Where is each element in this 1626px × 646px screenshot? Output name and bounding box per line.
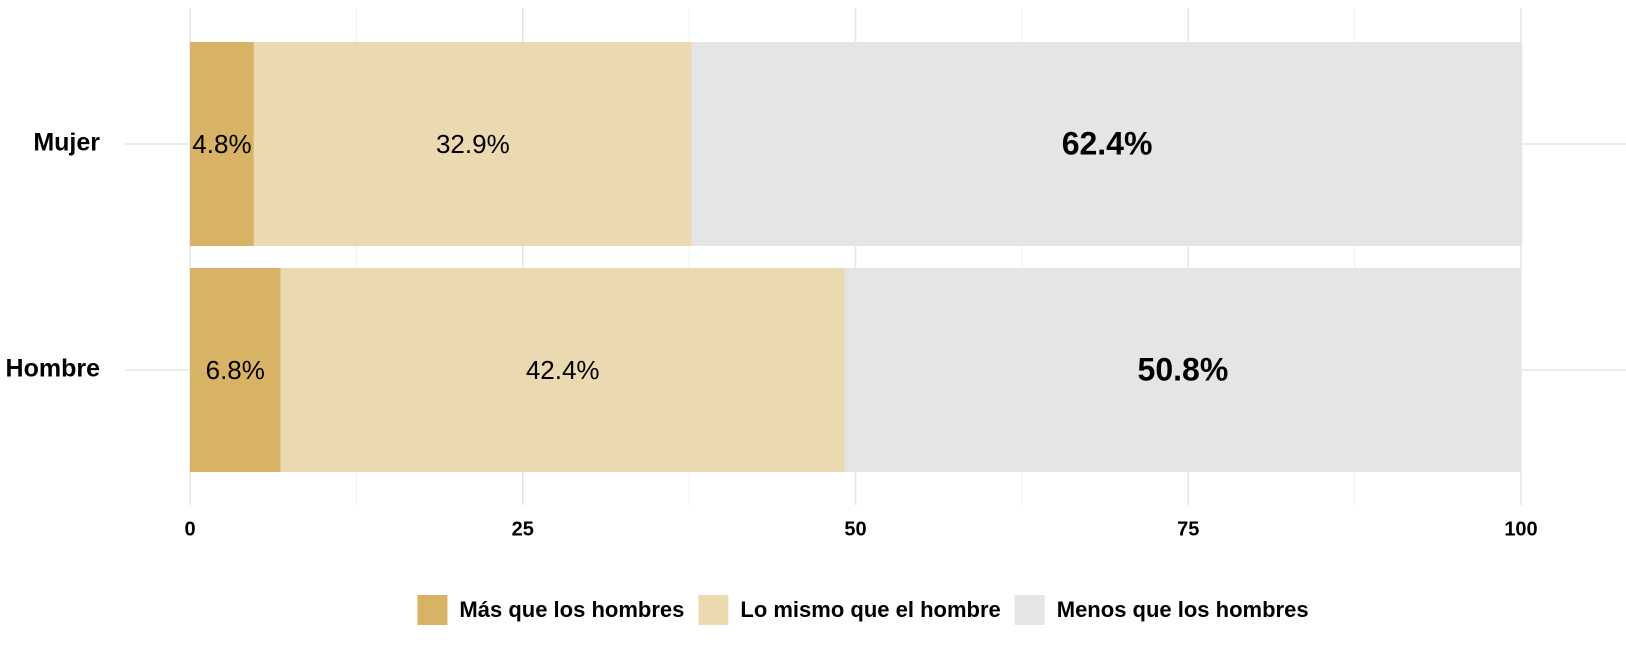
x-tick-label: 50 <box>844 518 866 540</box>
bar-segment <box>844 268 1521 472</box>
value-label: 6.8% <box>206 355 265 385</box>
x-tick-label: 75 <box>1177 518 1199 540</box>
legend: Más que los hombres Lo mismo que el hombr… <box>417 595 1309 625</box>
x-tick-label: 0 <box>184 518 195 540</box>
value-label: 4.8% <box>192 129 251 159</box>
value-label: 50.8% <box>1138 351 1229 387</box>
legend-label: Más que los hombres <box>459 597 684 622</box>
legend-label: Menos que los hombres <box>1057 597 1309 622</box>
category-label: Mujer <box>33 129 100 157</box>
legend-swatch <box>698 595 729 625</box>
bar-segment <box>190 268 281 472</box>
bar-segment <box>190 42 254 246</box>
legend-swatch <box>1014 595 1045 625</box>
value-label: 42.4% <box>526 355 600 385</box>
value-label: 32.9% <box>436 129 510 159</box>
legend-swatch <box>417 595 448 625</box>
x-tick-label: 25 <box>512 518 534 540</box>
x-tick-label: 100 <box>1504 518 1537 540</box>
category-label: Hombre <box>6 355 101 383</box>
value-label: 62.4% <box>1062 125 1153 161</box>
legend-label: Lo mismo que el hombre <box>740 597 1000 622</box>
bar-segment <box>253 42 692 246</box>
bar-segment <box>280 268 845 472</box>
bar-segment <box>691 42 1523 246</box>
